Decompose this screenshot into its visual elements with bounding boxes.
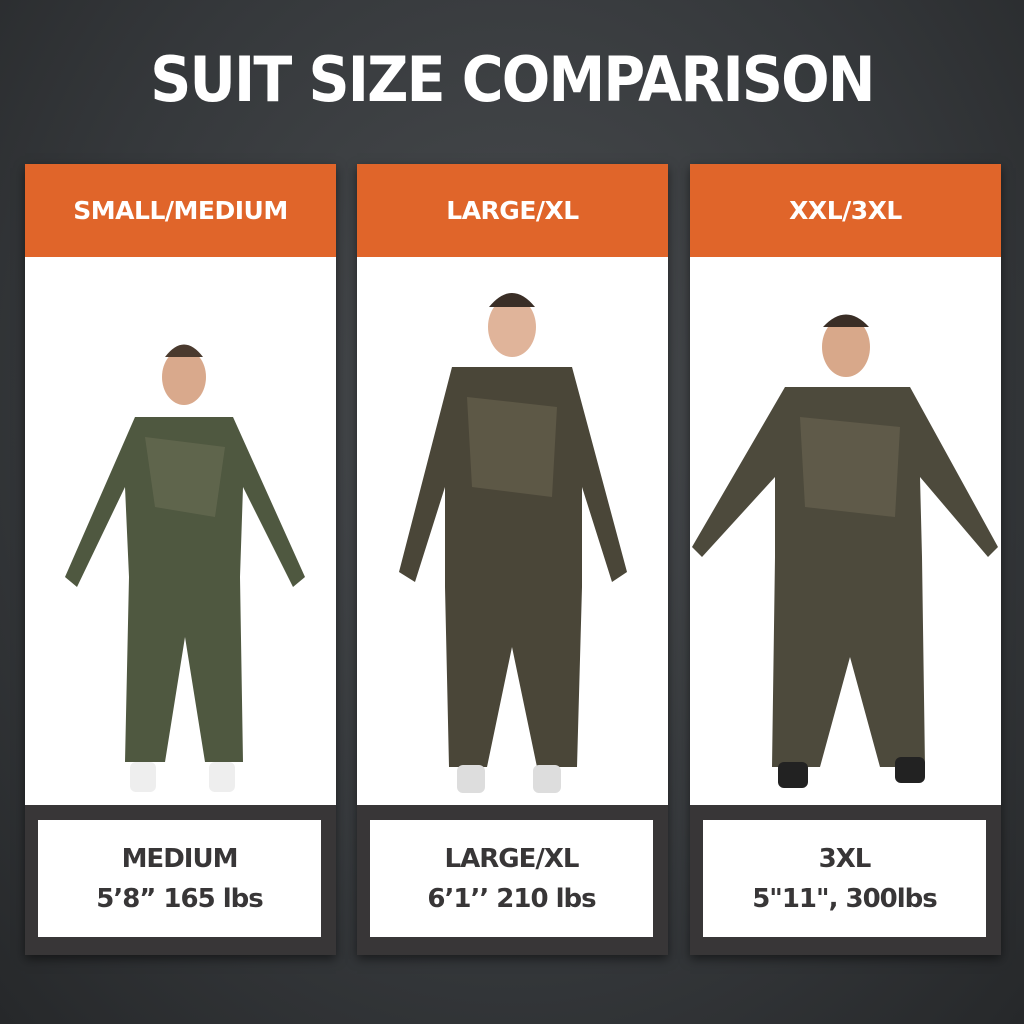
size-header: XXL/3XL bbox=[690, 164, 1001, 257]
size-card-large-xl: LARGE/XL LARGE/XL 6’1’’ 210 lbs bbox=[357, 164, 668, 955]
size-card-small-medium: SMALL/MEDIUM MEDIUM 5’8” 165 lbs bbox=[25, 164, 336, 955]
size-header: SMALL/MEDIUM bbox=[25, 164, 336, 257]
model-info-box: LARGE/XL 6’1’’ 210 lbs bbox=[370, 820, 653, 937]
model-photo bbox=[690, 257, 1001, 805]
camo-suit-figure-icon bbox=[65, 344, 305, 792]
model-info-box: MEDIUM 5’8” 165 lbs bbox=[38, 820, 321, 937]
camo-suit-figure-icon bbox=[399, 293, 627, 793]
model-size: LARGE/XL bbox=[444, 843, 580, 874]
model-stats: 6’1’’ 210 lbs bbox=[427, 883, 596, 914]
camo-suit-figure-icon bbox=[692, 314, 998, 788]
size-header: LARGE/XL bbox=[357, 164, 668, 257]
model-info-box: 3XL 5"11", 300lbs bbox=[703, 820, 986, 937]
model-size: MEDIUM bbox=[121, 843, 239, 874]
model-photo bbox=[25, 257, 336, 805]
model-size: 3XL bbox=[818, 843, 872, 874]
model-stats: 5"11", 300lbs bbox=[752, 883, 938, 914]
model-photo bbox=[357, 257, 668, 805]
model-stats: 5’8” 165 lbs bbox=[96, 883, 264, 914]
size-card-xxl-3xl: XXL/3XL 3XL 5"11", 300lbs bbox=[690, 164, 1001, 955]
page-title: SUIT SIZE COMPARISON bbox=[150, 43, 875, 116]
